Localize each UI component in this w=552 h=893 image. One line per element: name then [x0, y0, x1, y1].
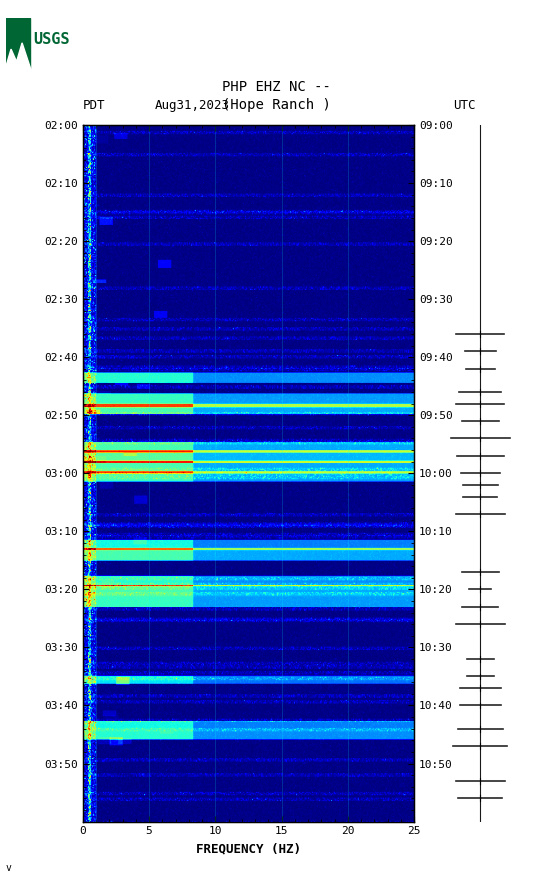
Text: UTC: UTC [453, 98, 475, 112]
Text: PDT: PDT [83, 98, 105, 112]
Text: (Hope Ranch ): (Hope Ranch ) [221, 97, 331, 112]
Bar [6, 18, 30, 68]
Text: Aug31,2023: Aug31,2023 [155, 98, 230, 112]
X-axis label: FREQUENCY (HZ): FREQUENCY (HZ) [196, 842, 301, 855]
Text: USGS: USGS [33, 32, 70, 47]
Text: PHP EHZ NC --: PHP EHZ NC -- [221, 79, 331, 94]
Polygon shape [6, 43, 30, 80]
Text: v: v [6, 863, 12, 872]
